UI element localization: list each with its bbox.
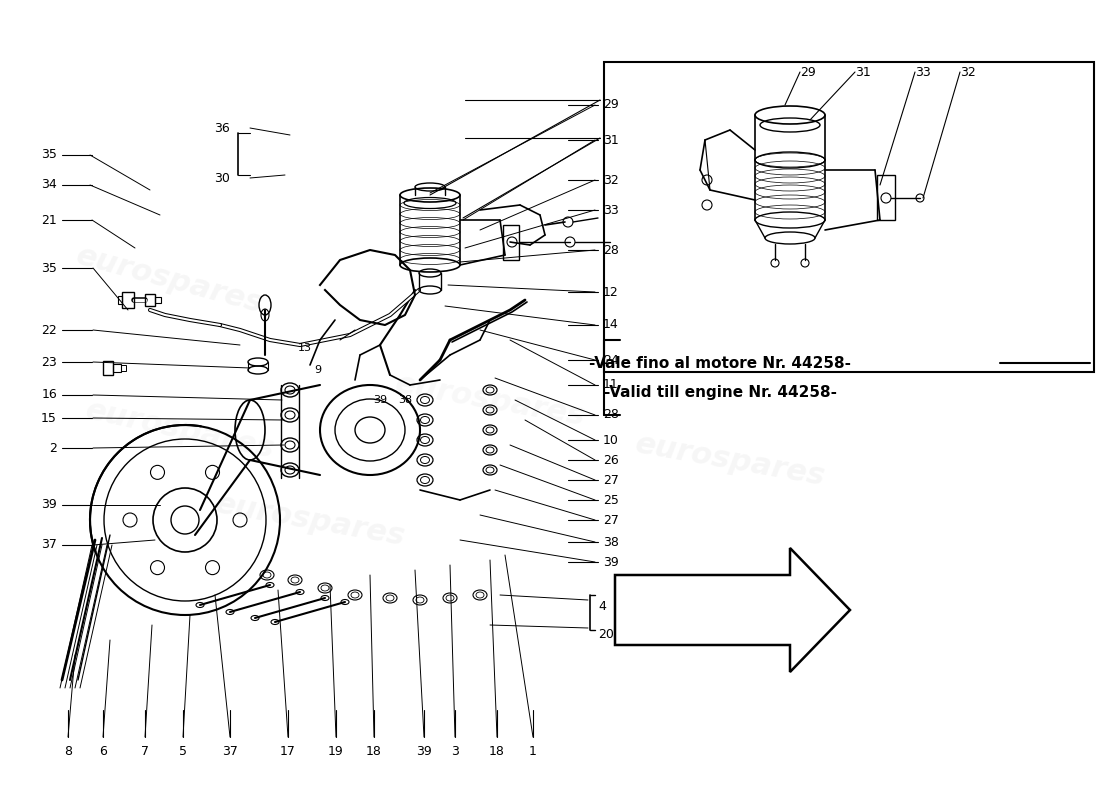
Text: 6: 6 — [99, 745, 107, 758]
Text: 15: 15 — [41, 411, 57, 425]
Text: 39: 39 — [416, 745, 432, 758]
Text: 4: 4 — [598, 601, 606, 614]
Text: 18: 18 — [490, 745, 505, 758]
Text: 37: 37 — [222, 745, 238, 758]
Text: 16: 16 — [42, 389, 57, 402]
Text: 14: 14 — [603, 318, 618, 331]
Text: -Vale fino al motore Nr. 44258-: -Vale fino al motore Nr. 44258- — [588, 355, 851, 370]
Text: eurospares: eurospares — [212, 489, 407, 551]
Text: 19: 19 — [328, 745, 344, 758]
Text: 28: 28 — [603, 243, 619, 257]
Text: 17: 17 — [280, 745, 296, 758]
Text: 33: 33 — [915, 66, 931, 78]
Text: 38: 38 — [398, 395, 412, 405]
Text: 1: 1 — [529, 745, 537, 758]
Text: 38: 38 — [603, 535, 619, 549]
Bar — [155, 297, 161, 303]
Text: 29: 29 — [603, 98, 618, 111]
Text: 31: 31 — [603, 134, 618, 146]
Text: 10: 10 — [603, 434, 619, 446]
Text: 9: 9 — [315, 365, 321, 375]
Text: 11: 11 — [603, 378, 618, 391]
Text: eurospares: eurospares — [393, 369, 587, 431]
Bar — [122, 292, 134, 308]
Text: 32: 32 — [603, 174, 618, 186]
Text: 39: 39 — [603, 555, 618, 569]
Text: 22: 22 — [42, 323, 57, 337]
Text: 35: 35 — [41, 149, 57, 162]
Text: 25: 25 — [603, 494, 619, 506]
Text: 30: 30 — [214, 171, 230, 185]
Text: 23: 23 — [42, 355, 57, 369]
Text: 26: 26 — [603, 454, 618, 466]
Text: 29: 29 — [800, 66, 816, 78]
Text: 27: 27 — [603, 474, 619, 486]
Text: 12: 12 — [603, 286, 618, 298]
Bar — [145, 294, 155, 306]
Text: eurospares: eurospares — [74, 241, 267, 319]
Text: 32: 32 — [960, 66, 976, 78]
Text: 31: 31 — [855, 66, 871, 78]
Bar — [877, 175, 895, 220]
Bar — [121, 365, 126, 371]
Text: 24: 24 — [603, 354, 618, 366]
Bar — [103, 361, 113, 375]
Text: 35: 35 — [41, 262, 57, 274]
Text: 5: 5 — [179, 745, 187, 758]
Text: 2: 2 — [50, 442, 57, 454]
Text: eurospares: eurospares — [632, 429, 827, 491]
Bar — [113, 364, 121, 372]
Text: 27: 27 — [603, 514, 619, 526]
Text: 7: 7 — [141, 745, 149, 758]
Text: 34: 34 — [42, 178, 57, 191]
Text: 20: 20 — [598, 629, 614, 642]
Text: 8: 8 — [64, 745, 72, 758]
Text: 3: 3 — [451, 745, 459, 758]
Text: 13: 13 — [298, 343, 312, 353]
Text: 36: 36 — [214, 122, 230, 134]
Text: 39: 39 — [42, 498, 57, 511]
Text: 33: 33 — [603, 203, 618, 217]
Text: 28: 28 — [603, 409, 619, 422]
Text: eurospares: eurospares — [82, 396, 277, 464]
Bar — [503, 225, 519, 260]
Text: 18: 18 — [366, 745, 382, 758]
Text: 37: 37 — [41, 538, 57, 551]
Text: 39: 39 — [373, 395, 387, 405]
Bar — [118, 296, 122, 304]
Bar — [604, 62, 1094, 372]
Text: -Valid till engine Nr. 44258-: -Valid till engine Nr. 44258- — [604, 385, 836, 399]
Text: 21: 21 — [42, 214, 57, 226]
